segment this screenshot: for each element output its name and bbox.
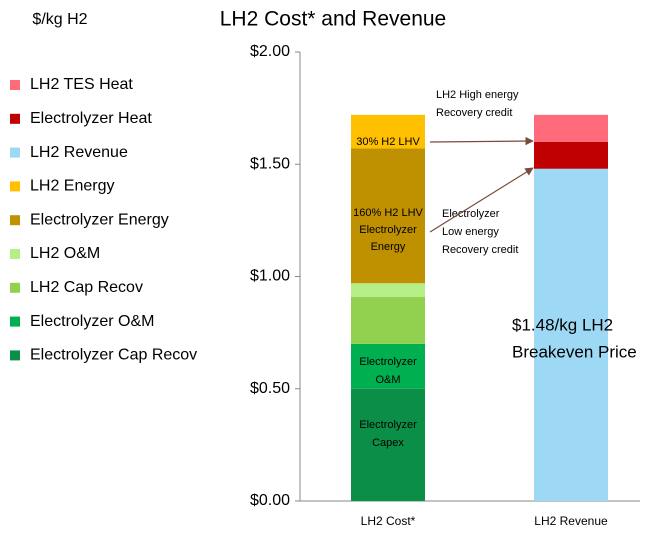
legend-swatch: [10, 316, 20, 327]
annotation: Energy: [371, 241, 406, 253]
annotation: Capex: [372, 437, 404, 449]
annotation: Breakeven Price: [512, 342, 637, 361]
legend-swatch: [10, 181, 20, 192]
arrow: [429, 167, 534, 233]
bar-segment: [534, 168, 608, 502]
legend-swatch: [10, 249, 20, 259]
bar-segment: [351, 114, 425, 149]
y-axis-label: $/kg H2: [32, 11, 87, 28]
annotation: Recovery credit: [442, 244, 518, 256]
annotation: $1.48/kg LH2: [512, 315, 613, 334]
annotation: Electrolyzer: [359, 419, 417, 431]
bar-segment: [351, 296, 425, 344]
legend-swatch: [10, 80, 20, 90]
annotation: 160% H2 LHV: [353, 207, 423, 219]
y-tick-label: $1.00: [250, 268, 290, 285]
annotation: Electrolyzer: [359, 224, 417, 236]
annotation: Recovery credit: [436, 107, 512, 119]
bar-segment: [351, 343, 425, 389]
y-tick-label: $2.00: [250, 43, 290, 60]
legend-label: Electrolyzer Cap Recov: [30, 347, 197, 364]
legend-label: Electrolyzer O&M: [30, 313, 154, 330]
chart-title: LH2 Cost* and Revenue: [220, 8, 446, 31]
legend-swatch: [10, 282, 20, 293]
legend-label: LH2 Revenue: [30, 144, 128, 161]
y-tick-label: $0.00: [250, 492, 290, 509]
arrow: [429, 136, 534, 146]
legend-swatch: [10, 215, 20, 226]
annotation: LH2 High energy: [436, 89, 519, 101]
annotation: 30% H2 LHV: [356, 136, 420, 148]
legend-label: LH2 Cap Recov: [30, 279, 143, 296]
legend-label: LH2 Energy: [30, 178, 115, 195]
annotation: Electrolyzer: [359, 356, 417, 368]
annotation: O&M: [375, 374, 400, 386]
legend-swatch: [10, 350, 20, 361]
bar-segment: [351, 283, 425, 297]
bar-segment: [534, 141, 608, 169]
y-tick-label: $1.50: [250, 155, 290, 172]
legend-label: Electrolyzer Energy: [30, 211, 169, 228]
x-tick-label: LH2 Revenue: [534, 514, 608, 528]
legend-swatch: [10, 147, 20, 158]
legend-swatch: [10, 113, 20, 124]
annotation: Electrolyzer: [442, 208, 500, 220]
y-tick-label: $0.50: [250, 380, 290, 397]
legend-label: Electrolyzer Heat: [30, 110, 152, 127]
bar-segment: [351, 148, 425, 284]
bar-segment: [534, 114, 608, 142]
x-tick-label: LH2 Cost*: [361, 514, 416, 528]
legend-label: LH2 TES Heat: [30, 76, 133, 93]
bar-segment: [351, 388, 425, 501]
annotation: Low energy: [442, 226, 499, 238]
legend-label: LH2 O&M: [30, 245, 100, 262]
